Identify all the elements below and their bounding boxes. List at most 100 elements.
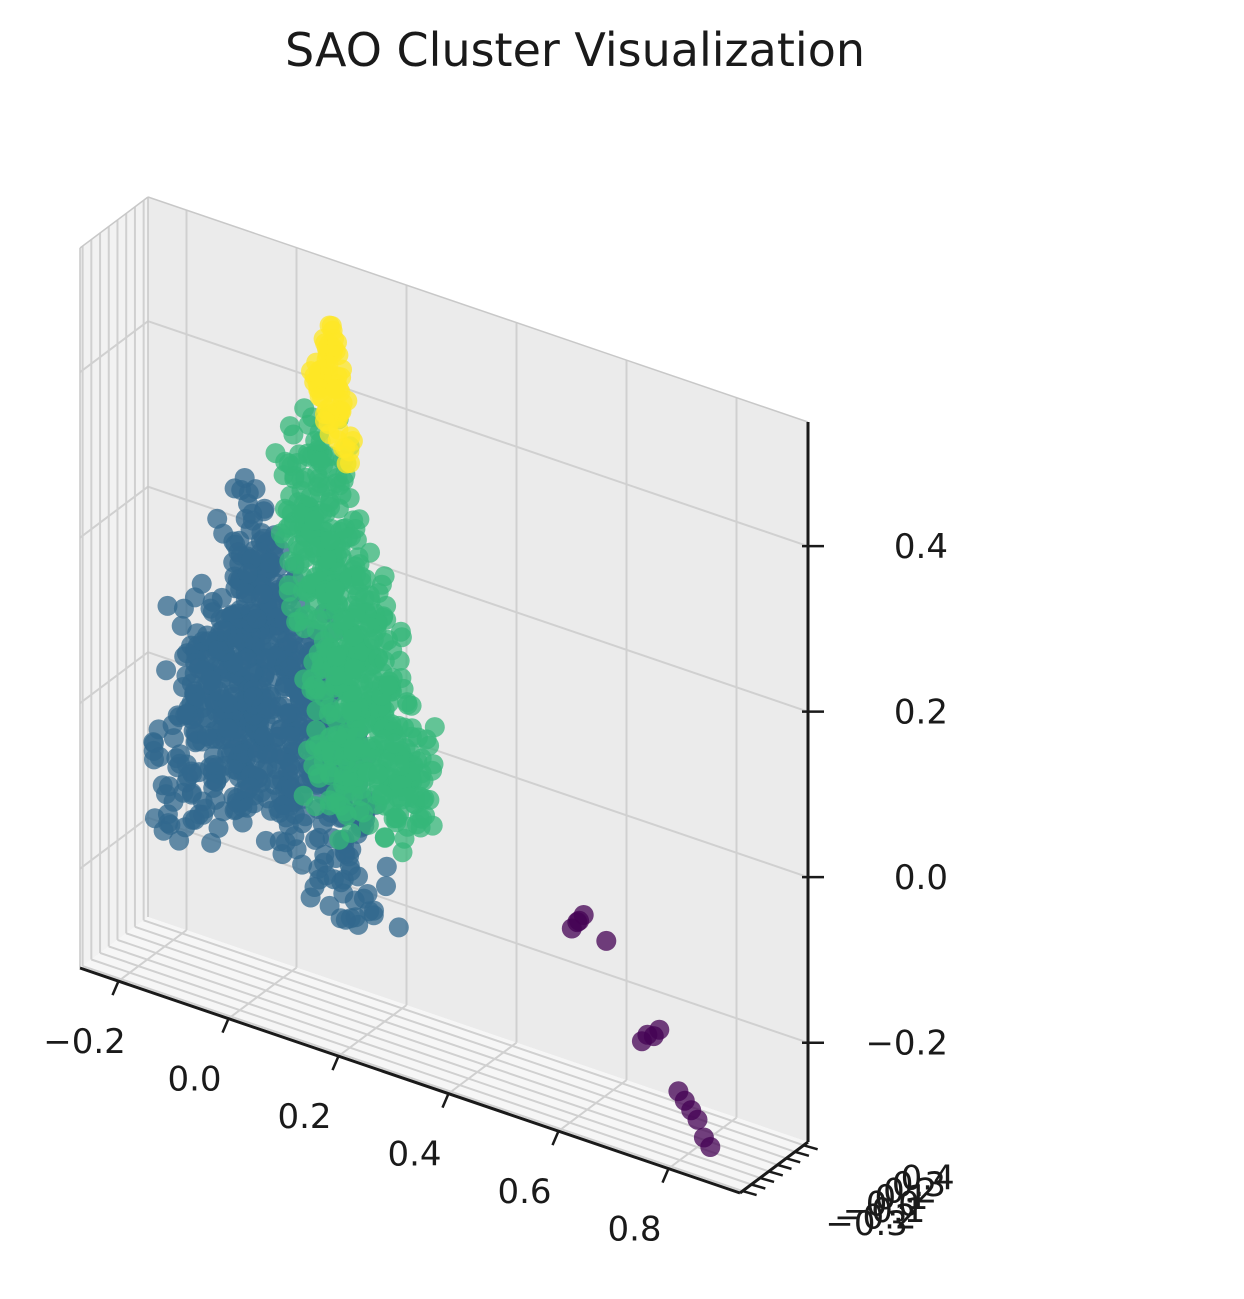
x-tick-label: 0.2 <box>277 1097 331 1137</box>
data-point <box>336 453 357 474</box>
grid-z-left <box>79 816 149 870</box>
data-point <box>392 842 413 863</box>
data-point <box>175 817 196 838</box>
data-point <box>341 822 361 843</box>
data-point <box>143 740 164 761</box>
y-tick-label: −0.3 <box>825 1204 908 1244</box>
data-point <box>163 728 184 749</box>
y-tick-label: −0.2 <box>834 1198 917 1238</box>
data-point <box>388 917 409 938</box>
data-point <box>649 1019 670 1040</box>
data-point <box>372 784 393 805</box>
data-point <box>256 648 277 669</box>
data-point <box>289 554 310 575</box>
data-point <box>188 658 209 679</box>
y-tick-mark <box>742 1189 757 1197</box>
data-point <box>275 832 296 853</box>
data-point <box>233 743 254 764</box>
data-point <box>200 598 221 619</box>
y-tick-label: 0.1 <box>874 1178 928 1218</box>
data-point <box>300 487 321 508</box>
z-tick-label: 0.0 <box>894 858 948 898</box>
axis-lines <box>79 422 824 1197</box>
data-point <box>208 817 229 838</box>
data-point <box>422 815 443 836</box>
data-point <box>217 718 238 739</box>
y-tick-mark <box>785 1157 801 1164</box>
data-point <box>192 707 213 728</box>
data-point <box>390 755 410 776</box>
data-point <box>301 361 321 382</box>
data-point <box>322 702 343 722</box>
data-point <box>279 726 300 747</box>
data-point <box>298 414 319 435</box>
data-point <box>247 742 268 763</box>
data-point <box>376 876 396 897</box>
grid-z-left <box>79 320 149 373</box>
y-tick-mark <box>750 1183 766 1190</box>
y-tick-label: 0.3 <box>892 1165 946 1205</box>
data-point <box>314 680 335 701</box>
x-axis-line <box>79 966 741 1195</box>
y-tick-mark <box>768 1170 784 1177</box>
grid-y-floor <box>108 945 770 1173</box>
data-point <box>700 1137 721 1157</box>
data-point <box>177 703 198 724</box>
data-point <box>351 786 372 806</box>
grid-y-floor <box>91 958 752 1186</box>
grid-lines <box>79 196 809 1192</box>
y-tick-label: 0.0 <box>866 1184 920 1224</box>
data-point <box>300 887 321 908</box>
data-point <box>333 883 354 904</box>
x-tick-label: 0.4 <box>387 1135 441 1175</box>
data-point <box>389 650 410 671</box>
data-point <box>319 895 340 916</box>
data-point <box>158 813 179 834</box>
data-point <box>324 580 345 600</box>
y-tick-label: 0.4 <box>901 1158 955 1198</box>
data-point <box>321 741 342 762</box>
data-point <box>171 615 192 636</box>
data-point <box>333 438 353 459</box>
data-point <box>187 623 208 644</box>
x-tick-label: 0.6 <box>497 1172 551 1212</box>
data-point <box>235 583 256 603</box>
pane-edge <box>79 196 149 249</box>
data-point <box>320 530 341 551</box>
series-cluster-0 <box>561 905 721 1157</box>
data-point <box>631 1031 652 1052</box>
data-point <box>327 725 348 746</box>
data-point <box>278 453 299 474</box>
data-point <box>383 808 404 829</box>
data-point <box>173 782 194 803</box>
series-cluster-1 <box>143 468 409 938</box>
data-point <box>309 827 329 848</box>
data-point <box>201 670 222 691</box>
y-tick-mark <box>794 1150 810 1158</box>
data-point <box>384 733 405 754</box>
series-cluster-3 <box>301 315 363 474</box>
data-point <box>348 866 368 887</box>
data-point <box>295 467 316 488</box>
data-point <box>197 726 218 746</box>
data-point <box>344 658 365 679</box>
data-point <box>201 832 222 853</box>
data-point <box>274 528 295 549</box>
data-point <box>310 451 330 472</box>
data-point <box>308 858 329 879</box>
data-point <box>329 475 350 496</box>
data-point <box>363 629 384 650</box>
data-point <box>357 884 378 904</box>
pane-left <box>80 197 148 968</box>
data-point <box>256 698 277 719</box>
x-tick-mark <box>661 1168 670 1184</box>
data-point <box>305 796 326 817</box>
data-point <box>246 608 267 629</box>
data-point <box>401 695 422 716</box>
data-point <box>274 677 295 698</box>
x-tick-mark <box>441 1093 450 1109</box>
x-tick-mark <box>111 980 120 996</box>
data-point <box>350 737 371 758</box>
data-point <box>374 827 395 848</box>
